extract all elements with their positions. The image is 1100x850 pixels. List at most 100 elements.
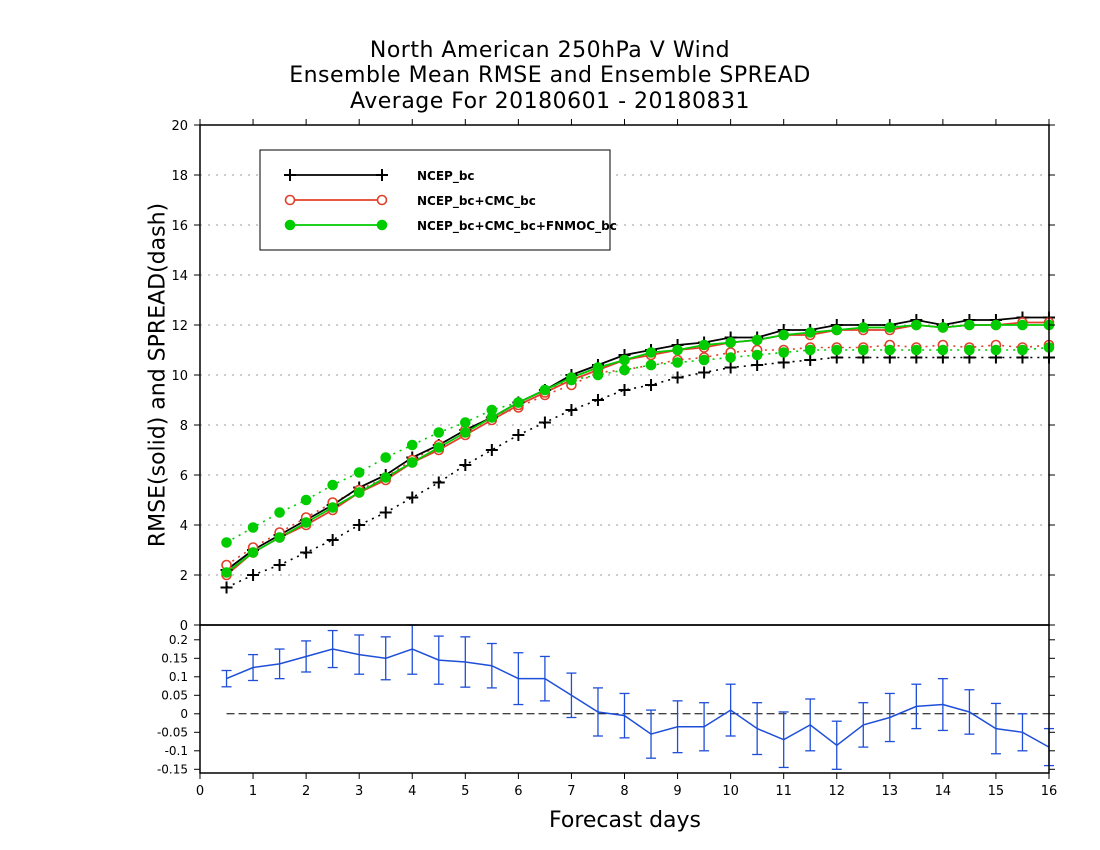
point-marker — [406, 439, 418, 451]
point-marker — [380, 452, 392, 463]
point-marker — [327, 502, 338, 513]
point-marker — [327, 479, 338, 491]
chart-title-line-2: Ensemble Mean RMSE and Ensemble SPREAD — [289, 63, 811, 88]
legend-label: NCEP_bc+CMC_bc — [417, 194, 536, 209]
y-tick-label: 16 — [171, 219, 188, 234]
chart-title-line-3: Average For 20180601 - 20180831 — [349, 89, 751, 114]
point-marker — [884, 344, 896, 356]
series-layer — [220, 311, 1055, 594]
point-marker — [221, 537, 232, 548]
point-marker — [221, 567, 232, 578]
point-marker — [777, 356, 790, 369]
point-marker — [538, 416, 551, 429]
point-marker — [460, 427, 471, 438]
rmse-line-1 — [225, 321, 1049, 576]
chart-title-line-1: North American 250hPa V Wind — [369, 38, 731, 63]
point-marker — [486, 412, 498, 423]
point-marker — [751, 334, 763, 346]
y-tick-label: 14 — [171, 269, 188, 284]
point-marker — [751, 359, 764, 371]
point-marker — [539, 384, 551, 396]
point-marker — [645, 347, 657, 358]
point-marker — [672, 344, 683, 356]
point-marker — [376, 194, 388, 206]
point-marker — [432, 476, 445, 489]
x-tick-label: 5 — [461, 784, 469, 799]
point-marker — [353, 467, 365, 478]
point-marker — [433, 427, 445, 438]
point-marker — [326, 534, 339, 546]
x-tick-label: 4 — [408, 784, 416, 799]
x-tick-label: 10 — [722, 784, 739, 799]
diff-y-tick-label: 0.1 — [169, 670, 188, 684]
point-marker — [592, 362, 604, 373]
point-marker — [300, 546, 313, 559]
point-marker — [724, 361, 737, 374]
y-tick-label: 0 — [180, 619, 188, 634]
point-marker — [884, 322, 896, 333]
diff-y-tick-label: -0.1 — [165, 744, 188, 758]
point-marker — [591, 394, 604, 406]
y-tick-label: 18 — [171, 169, 188, 184]
x-tick-label: 9 — [673, 784, 681, 799]
point-marker — [911, 344, 922, 356]
point-marker — [990, 344, 1002, 356]
point-marker — [645, 359, 657, 371]
point-marker — [804, 344, 816, 356]
point-marker — [778, 347, 789, 358]
diff-y-tick-label: -0.05 — [157, 725, 188, 739]
y-tick-label: 20 — [171, 119, 188, 134]
point-marker — [565, 404, 578, 416]
x-tick-label: 14 — [935, 784, 952, 799]
y-tick-label: 10 — [171, 369, 188, 384]
point-marker — [284, 219, 296, 231]
point-marker — [353, 487, 365, 498]
diff-y-tick-label: 0.15 — [161, 651, 188, 665]
point-marker — [247, 522, 259, 533]
point-marker — [513, 397, 524, 408]
point-marker — [671, 371, 684, 384]
x-tick-label: 13 — [882, 784, 899, 799]
point-marker — [937, 322, 949, 333]
point-marker — [1017, 344, 1028, 356]
point-marker — [1017, 319, 1028, 331]
spread-line-2 — [226, 346, 1050, 544]
point-marker — [645, 379, 658, 391]
y-tick-label: 8 — [180, 419, 188, 434]
y-tick-label: 4 — [180, 519, 188, 534]
point-marker — [459, 459, 472, 471]
point-marker — [380, 472, 392, 483]
point-marker — [433, 442, 445, 453]
x-tick-label: 2 — [302, 784, 310, 799]
y-tick-label: 12 — [171, 319, 188, 334]
x-tick-label: 16 — [1041, 784, 1058, 799]
point-marker — [485, 444, 498, 456]
point-marker — [778, 329, 789, 341]
point-marker — [990, 319, 1002, 331]
point-marker — [376, 169, 388, 181]
point-marker — [618, 384, 631, 396]
difference-panel — [221, 624, 1054, 770]
point-marker — [911, 319, 922, 331]
x-tick-label: 3 — [355, 784, 363, 799]
point-marker — [353, 519, 366, 531]
diff-y-tick-label: 0 — [180, 707, 188, 721]
point-marker — [247, 569, 260, 581]
legend: NCEP_bc NCEP_bc+CMC_bc NCEP_bc+CMC_bc+FNMO… — [259, 149, 617, 251]
point-marker — [274, 532, 285, 543]
legend-label: NCEP_bc+CMC_bc+FNMOC_bc — [417, 219, 617, 234]
x-tick-label: 8 — [620, 784, 628, 799]
point-marker — [964, 344, 975, 356]
point-marker — [376, 219, 388, 231]
point-marker — [751, 349, 763, 361]
x-tick-label: 12 — [828, 784, 845, 799]
y-tick-label: 6 — [180, 469, 188, 484]
point-marker — [247, 547, 259, 558]
point-marker — [698, 354, 710, 366]
point-marker — [804, 327, 816, 338]
point-marker — [566, 372, 577, 383]
y-tick-label: 2 — [180, 569, 188, 584]
point-marker — [619, 364, 630, 376]
rmse-line-2 — [225, 324, 1049, 574]
